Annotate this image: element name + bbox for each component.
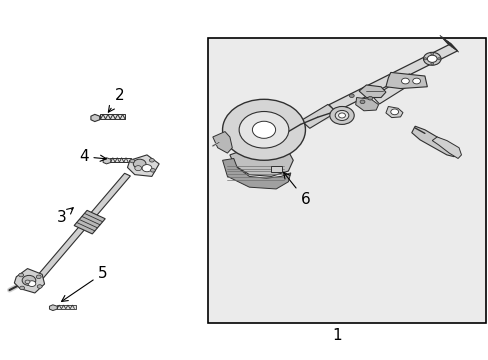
Polygon shape xyxy=(411,126,456,157)
Text: 1: 1 xyxy=(332,328,341,343)
Circle shape xyxy=(133,159,146,168)
Polygon shape xyxy=(358,85,385,98)
Polygon shape xyxy=(271,166,282,172)
Text: 6: 6 xyxy=(283,172,310,207)
Text: 3: 3 xyxy=(57,208,73,225)
Circle shape xyxy=(22,275,36,285)
Text: 4: 4 xyxy=(79,149,106,164)
Circle shape xyxy=(36,275,41,279)
Circle shape xyxy=(423,58,426,60)
Polygon shape xyxy=(372,74,415,104)
Circle shape xyxy=(390,109,398,115)
Polygon shape xyxy=(74,210,105,234)
Circle shape xyxy=(367,96,372,100)
Polygon shape xyxy=(14,269,44,293)
Circle shape xyxy=(338,113,345,118)
Circle shape xyxy=(19,273,23,277)
Circle shape xyxy=(401,78,408,84)
Circle shape xyxy=(423,52,440,65)
Polygon shape xyxy=(328,44,457,112)
Circle shape xyxy=(142,165,152,172)
Polygon shape xyxy=(355,98,378,111)
Circle shape xyxy=(252,121,275,138)
Bar xyxy=(110,158,131,162)
Circle shape xyxy=(348,94,353,98)
Polygon shape xyxy=(127,155,159,176)
Circle shape xyxy=(430,63,433,65)
Bar xyxy=(57,305,76,309)
Polygon shape xyxy=(212,132,232,153)
Circle shape xyxy=(329,107,353,125)
Text: 2: 2 xyxy=(108,88,125,112)
Circle shape xyxy=(430,53,433,55)
Polygon shape xyxy=(49,305,57,311)
Circle shape xyxy=(130,159,135,163)
Polygon shape xyxy=(34,173,130,282)
Circle shape xyxy=(427,55,436,62)
Circle shape xyxy=(149,158,154,162)
Circle shape xyxy=(334,111,348,121)
Polygon shape xyxy=(229,148,293,176)
Circle shape xyxy=(20,286,24,290)
Polygon shape xyxy=(222,158,290,189)
Polygon shape xyxy=(103,158,111,164)
Circle shape xyxy=(37,285,42,288)
Circle shape xyxy=(359,100,364,104)
Circle shape xyxy=(239,112,288,148)
Polygon shape xyxy=(91,114,100,122)
Polygon shape xyxy=(431,137,461,158)
Circle shape xyxy=(222,99,305,160)
Bar xyxy=(100,114,125,120)
Polygon shape xyxy=(385,107,402,118)
Text: 5: 5 xyxy=(61,266,108,301)
Circle shape xyxy=(150,168,155,172)
Circle shape xyxy=(412,78,420,84)
Circle shape xyxy=(437,58,440,60)
Circle shape xyxy=(28,281,36,287)
Circle shape xyxy=(135,166,142,171)
Polygon shape xyxy=(301,104,336,128)
Polygon shape xyxy=(385,72,427,89)
Bar xyxy=(207,39,485,323)
Circle shape xyxy=(25,280,30,284)
